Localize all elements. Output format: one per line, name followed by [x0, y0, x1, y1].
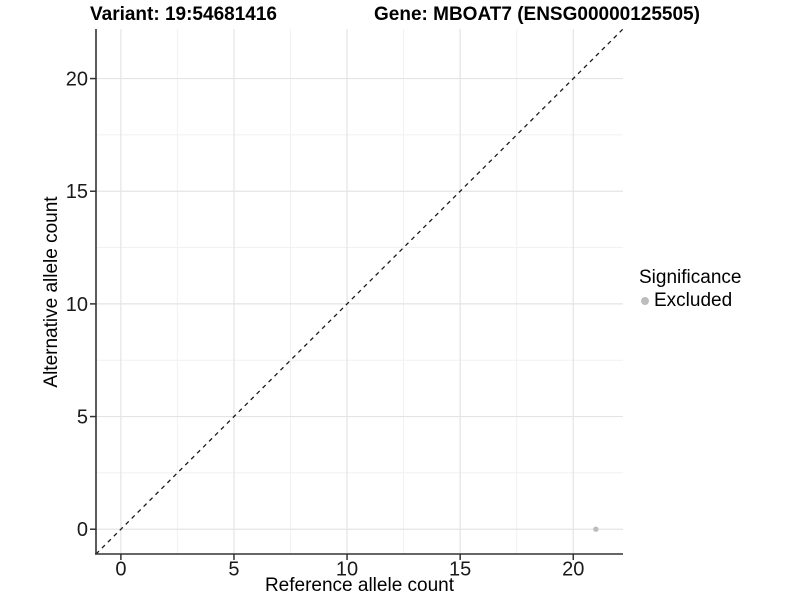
legend: Significance Excluded: [639, 266, 741, 312]
x-axis-tick-label: 5: [228, 559, 239, 581]
data-point: [593, 526, 599, 532]
y-axis-tick-label: 0: [77, 519, 88, 541]
x-axis-tick-label: 10: [336, 559, 358, 581]
legend-title: Significance: [639, 267, 742, 288]
x-axis-title: Reference allele count: [264, 575, 455, 596]
y-axis-tick-label: 5: [77, 407, 88, 429]
x-axis-tick-label: 15: [449, 559, 471, 581]
x-axis-tick-label: 0: [115, 559, 126, 581]
legend-item-label: Excluded: [654, 290, 733, 311]
plot-title-variant: Variant: 19:54681416: [90, 4, 277, 25]
legend-point-icon: [641, 296, 649, 305]
y-axis-tick-label: 10: [66, 294, 88, 316]
y-axis-tick-label: 20: [66, 69, 88, 91]
plot-title-gene: Gene: MBOAT7 (ENSG00000125505): [374, 4, 700, 25]
legend-item-excluded: Excluded: [639, 289, 741, 312]
identity-line: [95, 28, 624, 555]
x-axis-tick-label: 20: [562, 559, 584, 581]
y-axis-tick-label: 15: [66, 181, 88, 203]
